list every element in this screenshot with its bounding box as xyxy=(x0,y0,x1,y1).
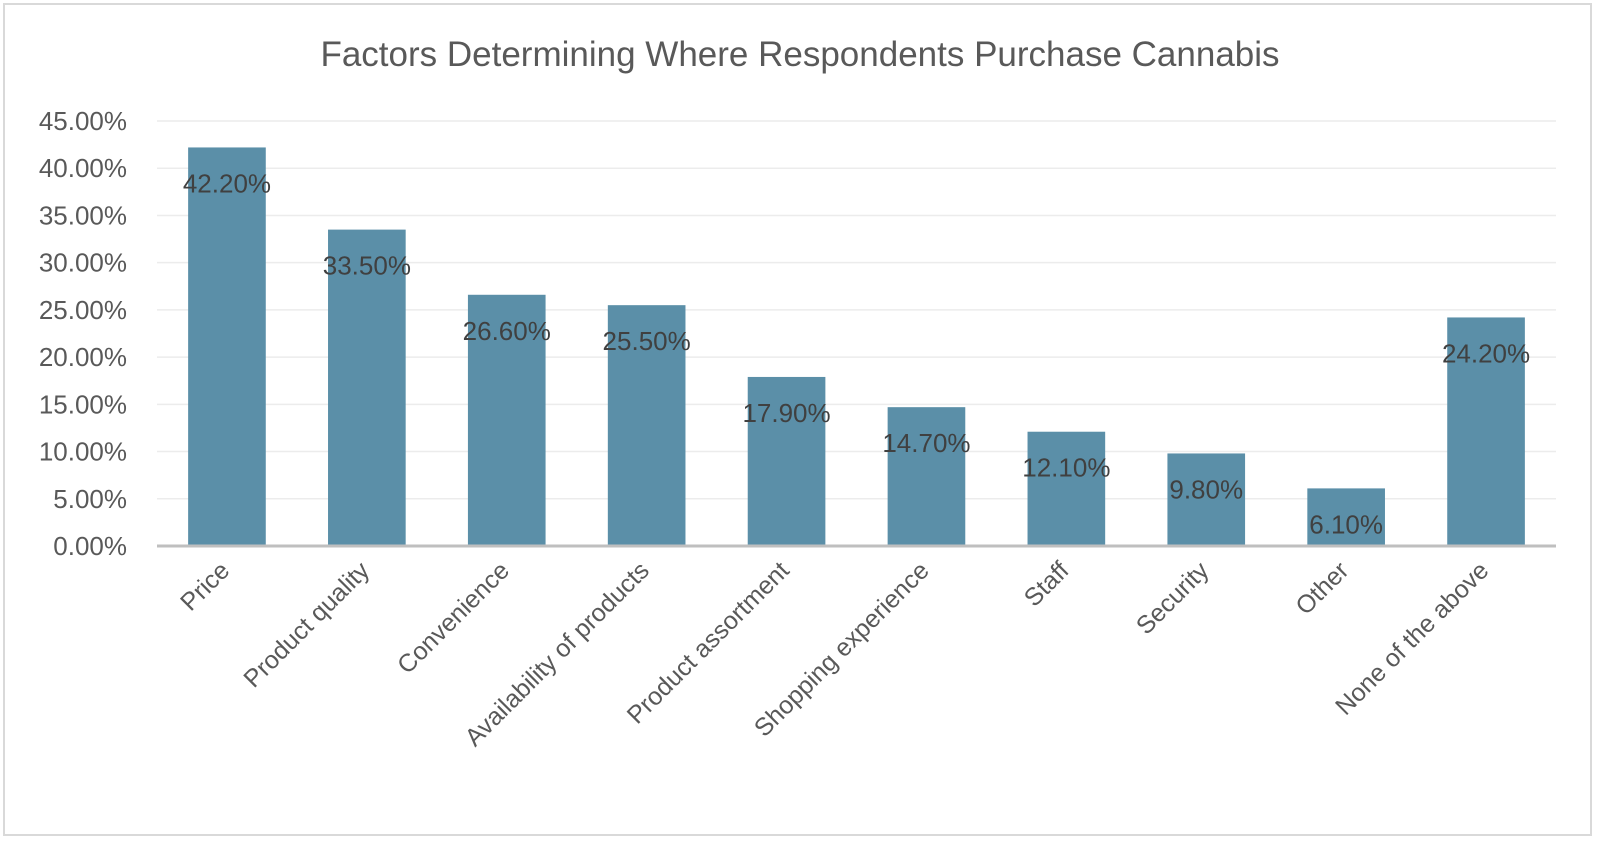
bar xyxy=(328,229,406,546)
bar xyxy=(1167,453,1246,546)
bar xyxy=(1027,431,1106,546)
y-tick-label: 25.00% xyxy=(39,295,127,325)
data-label: 12.10% xyxy=(1022,453,1110,483)
y-tick-label: 10.00% xyxy=(39,437,127,467)
y-axis-tick-labels: 0.00% 5.00% 10.00% 15.00% 20.00% 25.00% 30.00%… xyxy=(39,106,127,561)
data-label: 24.20% xyxy=(1442,338,1530,368)
x-tick-label: Product quality xyxy=(238,556,375,693)
bars xyxy=(188,147,1525,546)
x-tick-label: Staff xyxy=(1019,556,1075,612)
data-label: 26.60% xyxy=(463,316,551,346)
x-tick-label: Convenience xyxy=(392,556,515,679)
y-tick-label: 40.00% xyxy=(39,153,127,183)
data-label: 6.10% xyxy=(1309,509,1383,539)
y-tick-label: 5.00% xyxy=(53,484,127,514)
bar xyxy=(747,376,826,546)
bar xyxy=(607,305,686,546)
data-label: 17.90% xyxy=(742,398,830,428)
bar xyxy=(467,294,546,546)
y-tick-label: 35.00% xyxy=(39,200,127,230)
data-label: 33.50% xyxy=(323,251,411,281)
data-label: 25.50% xyxy=(603,326,691,356)
x-axis-tick-labels: Price Product quality ConvenienceAvailabil… xyxy=(175,556,1494,752)
x-tick-label: Price xyxy=(175,556,235,616)
x-tick-label: Other xyxy=(1290,556,1354,620)
y-tick-label: 45.00% xyxy=(39,106,127,136)
data-label: 42.20% xyxy=(183,168,271,198)
data-label: 14.70% xyxy=(882,428,970,458)
y-tick-label: 20.00% xyxy=(39,342,127,372)
bar xyxy=(188,147,266,546)
bar xyxy=(1447,317,1525,546)
y-tick-label: 30.00% xyxy=(39,248,127,278)
x-tick-label: None of the above xyxy=(1330,556,1494,720)
data-labels: 42.20% 33.50% 26.60% 25.50% 17.90% 14.70% 12.1… xyxy=(183,168,1530,539)
x-tick-label: Security xyxy=(1131,556,1215,640)
bar xyxy=(1307,488,1385,546)
y-tick-label: 0.00% xyxy=(53,531,127,561)
chart-title: Factors Determining Where Respondents Pu… xyxy=(320,35,1279,74)
bar xyxy=(887,407,966,546)
data-label: 9.80% xyxy=(1169,474,1243,504)
y-tick-label: 15.00% xyxy=(39,389,127,419)
